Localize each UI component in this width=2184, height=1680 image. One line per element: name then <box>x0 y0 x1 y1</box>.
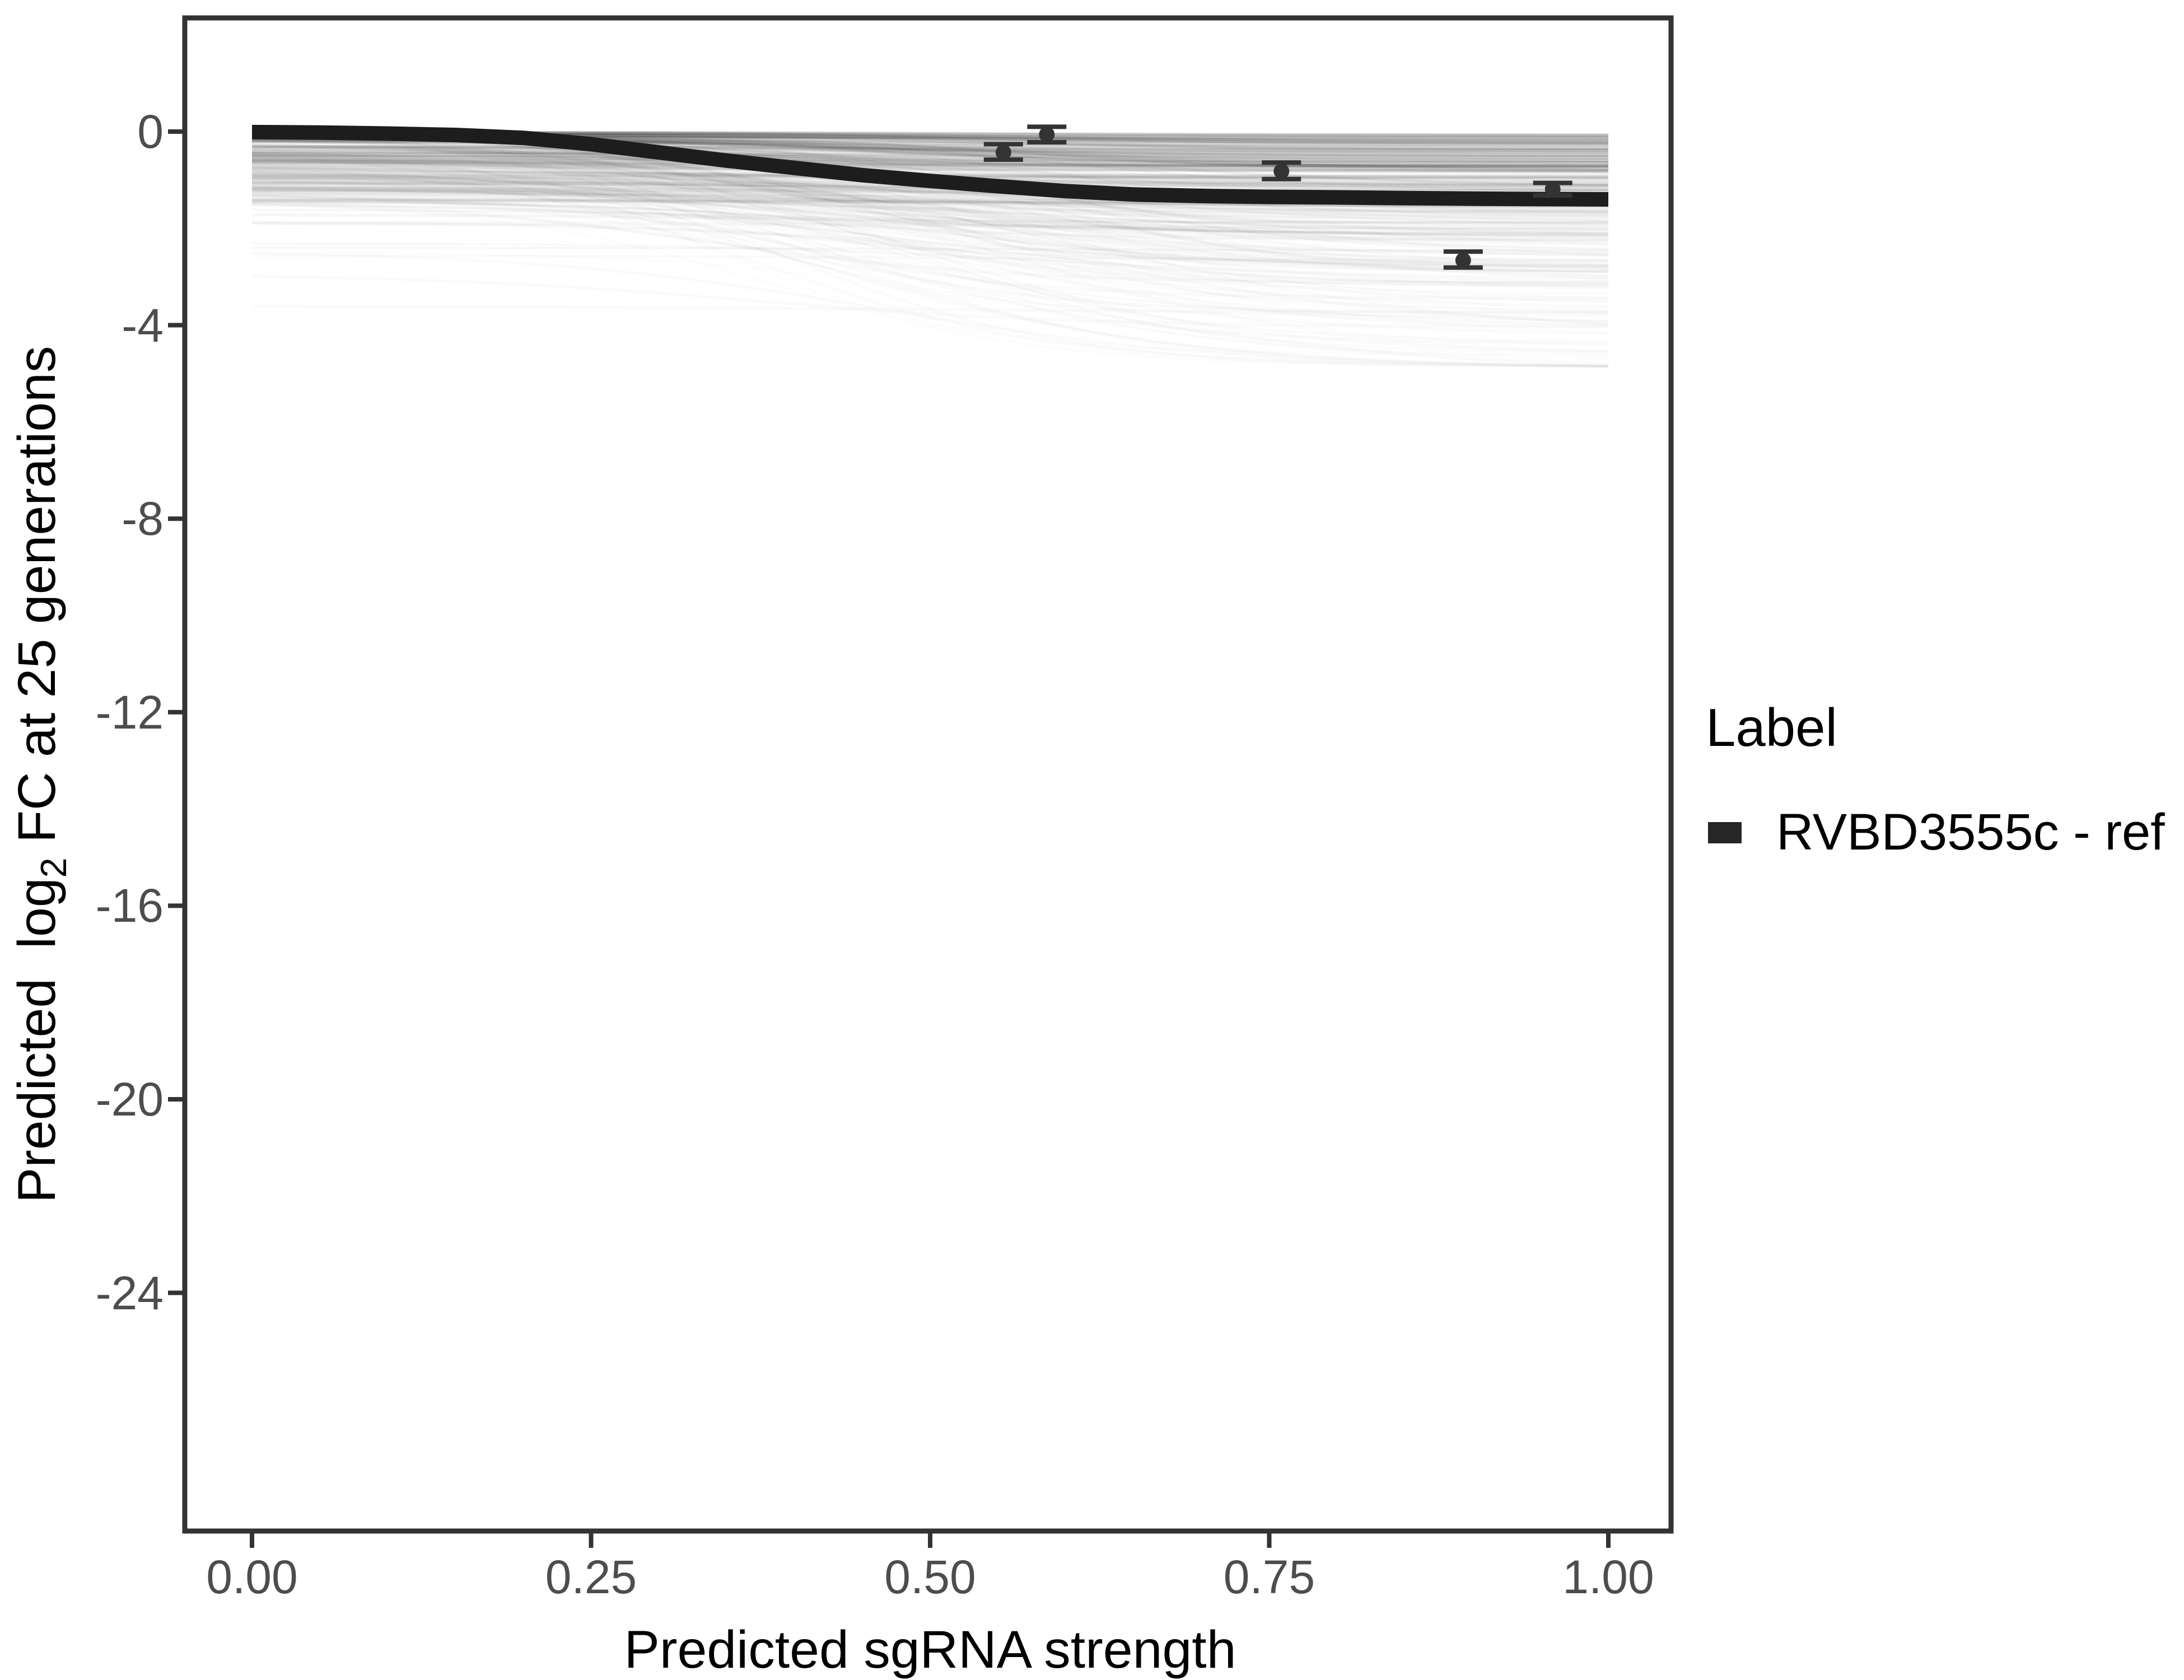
ensemble-curve <box>251 140 1609 172</box>
legend-key-swatch <box>1708 822 1742 843</box>
error-bar-point <box>1533 180 1572 198</box>
ensemble-curve <box>251 153 1608 168</box>
ensemble-curve <box>252 150 1608 157</box>
error-bar-point <box>1262 160 1301 181</box>
ensemble-curve <box>251 147 1609 155</box>
point-marker <box>1544 181 1561 197</box>
x-tick-label: 0.50 <box>884 1551 976 1603</box>
ensemble-curve <box>251 155 1609 169</box>
ensemble-curve <box>251 152 1609 162</box>
legend-title: Label <box>1706 698 1837 758</box>
reference-curve <box>251 124 1609 207</box>
ensemble-curve <box>251 154 1609 164</box>
legend-entry: RVBD3555c - ref <box>1706 805 2176 861</box>
ensemble-curve <box>252 166 1608 172</box>
point-marker <box>1273 163 1290 179</box>
ensemble-curve <box>251 150 1608 163</box>
axis-ticks <box>168 129 1611 1548</box>
legend: Label RVBD3555c - ref <box>1706 700 2176 861</box>
y-tick-label: -20 <box>95 1073 164 1126</box>
ensemble-curve <box>251 155 1609 167</box>
legend-entry-label: RVBD3555c - ref <box>1776 804 2165 861</box>
x-tick-label: 0.75 <box>1223 1551 1315 1603</box>
y-tick-label: -8 <box>122 492 164 545</box>
y-tick-label: -12 <box>95 685 164 739</box>
y-axis-title-subscript: 2 <box>34 857 74 878</box>
ensemble-curve <box>252 166 1608 172</box>
error-bar-point <box>1027 124 1067 144</box>
ensemble-curve <box>252 156 1608 162</box>
x-axis-title: Predicted sgRNA strength <box>624 1620 1236 1679</box>
ensemble-curve <box>252 185 1609 192</box>
point-marker <box>1455 252 1471 268</box>
x-tick-label: 0.00 <box>206 1551 298 1603</box>
ensemble-curve <box>252 158 1609 164</box>
ensemble-curve <box>251 160 1608 167</box>
ensemble-curve <box>251 145 1608 151</box>
ensemble-curve <box>251 146 1609 152</box>
x-tick-label: 1.00 <box>1562 1551 1654 1603</box>
y-axis-title-post: FC at 25 generations <box>7 346 67 858</box>
y-tick-label: -24 <box>95 1266 164 1319</box>
error-bar-point <box>1443 249 1483 270</box>
ensemble-curve <box>251 151 1609 158</box>
y-tick-label: -4 <box>122 298 164 352</box>
y-tick-label: -16 <box>95 879 164 932</box>
point-marker <box>1039 127 1055 143</box>
y-axis-title-pre: Predicted log <box>7 878 67 1203</box>
y-axis-title: Predicted log2 FC at 25 generations <box>3 270 74 1278</box>
point-marker <box>995 144 1011 161</box>
ensemble-curve <box>252 160 1608 167</box>
ensemble-curve <box>252 162 1608 168</box>
ensemble-curve <box>252 145 1608 152</box>
x-tick-label: 0.25 <box>545 1551 637 1603</box>
ensemble-curve <box>251 150 1609 169</box>
y-tick-label: 0 <box>137 105 164 158</box>
error-bar-point <box>983 142 1023 162</box>
ensemble-curve <box>252 152 1608 158</box>
posterior-ensemble <box>251 130 1609 207</box>
ensemble-curve <box>252 158 1609 164</box>
error-bar-points <box>983 124 1572 270</box>
